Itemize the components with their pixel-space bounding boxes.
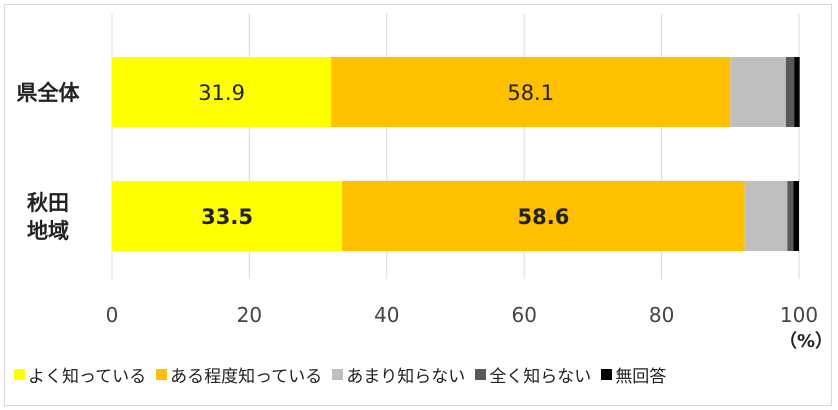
bar-segment [730, 57, 786, 127]
category-label: 秋田 [27, 191, 69, 215]
data-label: 58.1 [507, 81, 554, 105]
legend-swatch [475, 369, 487, 380]
bar-segment [112, 57, 332, 127]
legend-swatch [14, 369, 25, 380]
legend-label: ある程度知っている [170, 367, 323, 387]
legend-item: 全く知らない [475, 362, 591, 387]
x-tick-label: 60 [511, 303, 536, 327]
x-tick-label: 0 [106, 303, 119, 327]
data-label: 58.6 [518, 205, 570, 229]
legend-label: 全く知らない [489, 367, 592, 387]
chart-legend: よく知っている ある程度知っている あまり知らない 全く知らない 無回答 [14, 362, 676, 387]
x-tick-label: 20 [237, 303, 262, 327]
category-label: 県全体 [17, 81, 81, 105]
legend-label: 無回答 [615, 367, 667, 387]
chart-frame [4, 4, 832, 406]
x-tick-label: 80 [649, 303, 674, 327]
legend-item: あまり知らない [332, 362, 465, 387]
bar-segment [787, 181, 794, 251]
bar-segment [794, 57, 800, 127]
bar-segment [744, 181, 788, 251]
legend-item: 無回答 [601, 362, 666, 387]
x-tick-label: 40 [374, 303, 399, 327]
bar-segment [793, 181, 799, 251]
category-label: 地域 [27, 219, 69, 243]
legend-swatch [156, 369, 168, 380]
legend-swatch [332, 369, 344, 380]
bar-segment [785, 57, 795, 127]
data-label: 33.5 [201, 205, 253, 229]
legend-swatch [601, 369, 613, 380]
bar-segment [342, 181, 745, 251]
bar-segment [112, 181, 343, 251]
data-label: 31.9 [198, 81, 245, 105]
legend-item: ある程度知っている [156, 362, 322, 387]
legend-label: よく知っている [28, 367, 147, 387]
x-tick-label: 100 [780, 303, 818, 327]
x-axis-unit: （%） [779, 331, 833, 352]
bar-segment [331, 57, 731, 127]
legend-item: よく知っている [14, 362, 146, 387]
legend-label: あまり知らない [346, 367, 466, 387]
